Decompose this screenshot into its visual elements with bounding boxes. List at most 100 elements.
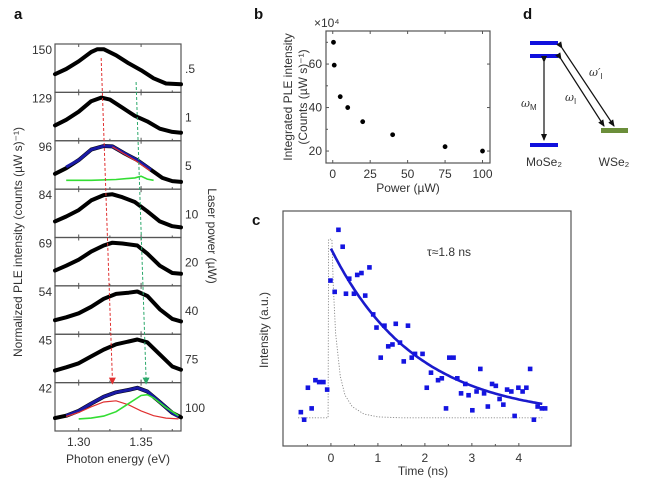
panel-a-subframe	[54, 43, 182, 93]
panel-b-data-point	[390, 132, 396, 138]
panel-a-fit-total	[65, 386, 180, 418]
panel-c-data-point	[524, 385, 529, 391]
panel-a-xtick-label: 1.30	[67, 435, 91, 449]
panel-c-data-point	[382, 323, 387, 328]
panel-b: 0 25 50 75 100 20 40 60	[309, 30, 493, 181]
omega-m-label: ωM	[521, 97, 537, 112]
panel-c-data-point	[497, 396, 502, 402]
panel-b-ylabel-line2: (Counts (µW s)⁻¹)	[296, 49, 310, 144]
panel-a-power-label: 1	[185, 111, 192, 125]
panel-c-data-point	[443, 406, 449, 411]
panel-c-data-point	[428, 370, 434, 375]
panel-c-data-point	[504, 387, 510, 392]
panel-b-ylabel-line1: Integrated PLE intensity	[281, 33, 295, 160]
panel-c-xtick-label: 2	[422, 451, 429, 465]
panel-a-xlabel: Photon energy (eV)	[66, 452, 170, 466]
panel-c-data-point	[346, 276, 352, 281]
wse2-label: WSe₂	[599, 155, 630, 169]
panel-c-data-point	[485, 404, 491, 409]
panel-a-fit-green	[78, 393, 179, 420]
panel-c-data-point	[455, 376, 460, 381]
panel-c-data-point	[316, 379, 322, 385]
panel-c-data-point	[298, 409, 304, 415]
omega-i-prime-arrow	[556, 41, 615, 127]
panel-b-ytick-label: 60	[309, 57, 323, 71]
panel-b-xlabel: Power (µW)	[376, 181, 440, 195]
panel-a-spectrum	[53, 95, 183, 135]
panel-c-data-point	[324, 387, 330, 392]
omega-i-label: ωI	[565, 91, 576, 106]
panel-a-ylabel: Normalized PLE intensity (counts (µW s)⁻…	[11, 127, 25, 357]
panel-c-data-point	[412, 351, 418, 357]
panel-c-data-point	[409, 355, 415, 360]
green-guide-line	[135, 81, 147, 379]
panel-c-data-point	[478, 366, 483, 372]
mose2-upper-level-1	[530, 41, 558, 45]
panel-c-fit-curve	[329, 247, 543, 406]
panel-c-data-point	[458, 391, 464, 396]
panel-c-data-point	[351, 291, 357, 297]
panel-b-data-point	[480, 148, 485, 154]
panel-b-data-point	[331, 39, 336, 45]
wse2-level	[601, 128, 628, 133]
panel-c-data-point	[305, 385, 311, 391]
panel-a-max-label: 42	[39, 382, 53, 396]
panel-a-power-label: 100	[185, 401, 205, 415]
panel-c-data-point	[332, 289, 337, 295]
panel-d: ωM ωI ω′I MoSe₂ WSe₂	[521, 41, 630, 169]
panel-a-spectrum	[53, 192, 183, 230]
mose2-ground-level	[530, 143, 558, 147]
panel-c-data-point	[509, 389, 514, 394]
panel-b-xtick-label: 75	[438, 167, 452, 181]
panel-c-data-point	[385, 344, 391, 349]
panel-c-data-point	[340, 244, 345, 250]
panel-a-max-label: 69	[39, 237, 53, 251]
panel-a-max-label: 54	[39, 285, 53, 299]
panel-b-data-point	[442, 144, 448, 150]
panel-c-xlabel: Time (ns)	[398, 464, 448, 478]
red-guide-arrowhead	[108, 377, 116, 385]
panel-c-data-point	[393, 321, 399, 327]
panel-c-data-point	[512, 413, 517, 419]
panel-c-data-point	[301, 417, 307, 422]
panel-c-data-point	[397, 340, 403, 345]
panel-a-power-label: 75	[185, 352, 199, 366]
panel-b-data-point	[345, 105, 351, 110]
panel-c-data-point	[539, 406, 545, 411]
panel-c-data-point	[321, 379, 326, 385]
panel-a-fit-total	[65, 144, 152, 172]
panel-c-data-point	[313, 377, 318, 383]
panel-c-xtick-label: 4	[516, 451, 523, 465]
panel-b-ytick-label: 20	[309, 144, 323, 158]
panel-a-power-label: 20	[185, 256, 199, 270]
panel-b-data-point	[331, 62, 337, 68]
panel-b-data-point	[337, 94, 343, 100]
panel-c-data-point	[359, 270, 364, 276]
panel-b-xtick-label: 50	[401, 167, 415, 181]
panel-a: 150 .5 129 1 96 5 84 10 69 20 54 40 45 75 42 100 1.30 1.3…	[32, 43, 205, 449]
panel-b-ytick-label: 40	[309, 101, 323, 115]
panel-b-label: b	[254, 6, 263, 23]
panel-a-fit-green	[66, 175, 154, 182]
omega-i-prime-label: ω′I	[589, 66, 603, 81]
panel-c-data-point	[470, 407, 475, 413]
panel-c-data-point	[362, 293, 368, 298]
panel-b-xtick-label: 25	[364, 167, 378, 181]
panel-a-spectrum	[53, 337, 183, 373]
panel-c-data-point	[374, 325, 379, 330]
panel-b-data-point	[360, 119, 366, 125]
panel-c-data-point	[401, 359, 407, 364]
panel-c-data-point	[462, 381, 468, 387]
panel-a-max-label: 150	[32, 43, 52, 57]
panel-c-data-point	[493, 383, 499, 389]
panel-c-data-point	[424, 385, 430, 391]
panel-c-data-point	[390, 342, 395, 347]
panel-c-annotation: τ≈1.8 ns	[427, 245, 471, 259]
panel-c-data-point	[474, 389, 479, 394]
panel-a-power-label: 5	[185, 159, 192, 173]
panel-c-data-point	[435, 377, 441, 383]
panel-c-xtick-label: 3	[469, 451, 476, 465]
panel-a-label: a	[14, 6, 23, 23]
panel-a-spectrum	[53, 47, 183, 87]
